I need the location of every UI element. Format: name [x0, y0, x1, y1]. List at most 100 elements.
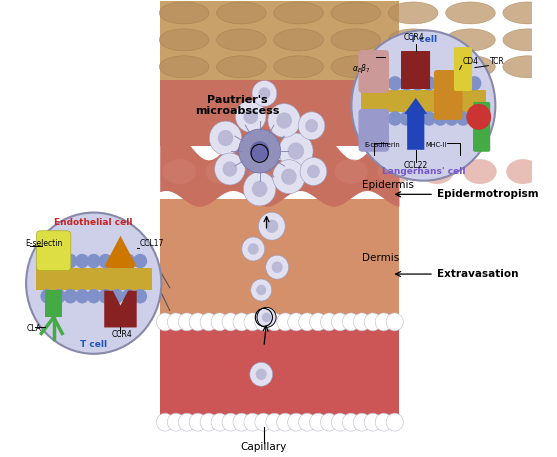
- Circle shape: [167, 313, 184, 331]
- Ellipse shape: [506, 159, 540, 184]
- Circle shape: [244, 313, 261, 331]
- Ellipse shape: [388, 2, 438, 24]
- Circle shape: [26, 213, 162, 354]
- Circle shape: [157, 413, 174, 431]
- Ellipse shape: [163, 159, 196, 184]
- Circle shape: [364, 413, 382, 431]
- Bar: [107, 260, 134, 268]
- Circle shape: [236, 101, 266, 133]
- Circle shape: [331, 413, 349, 431]
- Circle shape: [256, 285, 266, 295]
- Circle shape: [242, 237, 265, 261]
- Bar: [160, 1, 399, 83]
- Circle shape: [364, 313, 382, 331]
- Circle shape: [251, 279, 272, 301]
- Circle shape: [353, 313, 370, 331]
- Circle shape: [467, 112, 481, 126]
- Circle shape: [40, 289, 54, 303]
- Circle shape: [445, 112, 459, 126]
- Circle shape: [281, 169, 297, 185]
- Circle shape: [252, 80, 277, 106]
- Circle shape: [305, 119, 318, 133]
- Polygon shape: [402, 51, 430, 89]
- Ellipse shape: [331, 29, 380, 51]
- Text: Dermis: Dermis: [362, 253, 399, 263]
- Ellipse shape: [549, 159, 557, 184]
- Circle shape: [388, 76, 402, 90]
- Circle shape: [110, 289, 124, 303]
- Text: TCR: TCR: [490, 57, 505, 66]
- Circle shape: [87, 289, 101, 303]
- Circle shape: [266, 313, 283, 331]
- Ellipse shape: [274, 29, 324, 51]
- Circle shape: [287, 143, 304, 159]
- Circle shape: [250, 362, 273, 386]
- FancyBboxPatch shape: [36, 231, 71, 271]
- Text: E-selectin: E-selectin: [25, 239, 62, 248]
- Circle shape: [433, 76, 447, 90]
- Circle shape: [222, 413, 239, 431]
- Text: Capillary: Capillary: [241, 442, 287, 452]
- Text: CD4: CD4: [462, 57, 478, 66]
- Circle shape: [40, 254, 54, 268]
- Text: E-cadherin: E-cadherin: [364, 143, 400, 149]
- Circle shape: [386, 313, 403, 331]
- Circle shape: [266, 255, 289, 279]
- Circle shape: [411, 76, 424, 90]
- Circle shape: [422, 76, 436, 90]
- Circle shape: [233, 313, 250, 331]
- Ellipse shape: [446, 56, 495, 78]
- Text: Pautrier's
microabscess: Pautrier's microabscess: [195, 95, 280, 116]
- Circle shape: [388, 112, 402, 126]
- Polygon shape: [160, 133, 399, 207]
- Circle shape: [63, 289, 77, 303]
- Circle shape: [278, 133, 313, 169]
- Ellipse shape: [206, 159, 239, 184]
- Circle shape: [399, 112, 413, 126]
- Circle shape: [157, 313, 174, 331]
- Circle shape: [276, 112, 292, 128]
- Circle shape: [63, 254, 77, 268]
- Circle shape: [255, 313, 272, 331]
- Ellipse shape: [331, 56, 380, 78]
- Circle shape: [310, 413, 327, 431]
- Ellipse shape: [446, 2, 495, 24]
- Ellipse shape: [503, 2, 553, 24]
- Circle shape: [252, 181, 267, 197]
- Circle shape: [433, 112, 447, 126]
- Ellipse shape: [274, 56, 324, 78]
- Bar: [36, 268, 152, 279]
- Circle shape: [299, 413, 316, 431]
- Text: CLA: CLA: [27, 324, 42, 334]
- Circle shape: [200, 413, 217, 431]
- Circle shape: [250, 141, 269, 161]
- Circle shape: [331, 313, 349, 331]
- Ellipse shape: [331, 2, 380, 24]
- Circle shape: [243, 109, 258, 124]
- Ellipse shape: [291, 159, 325, 184]
- Circle shape: [99, 289, 113, 303]
- Ellipse shape: [159, 56, 209, 78]
- Circle shape: [351, 30, 495, 181]
- Circle shape: [211, 413, 228, 431]
- Bar: [361, 101, 486, 112]
- Text: $\alpha_E\beta_7$: $\alpha_E\beta_7$: [352, 62, 370, 74]
- Circle shape: [209, 121, 242, 155]
- Ellipse shape: [446, 29, 495, 51]
- Circle shape: [343, 313, 359, 331]
- Circle shape: [256, 368, 267, 380]
- Circle shape: [52, 289, 66, 303]
- Circle shape: [258, 87, 270, 100]
- Circle shape: [268, 104, 300, 138]
- Circle shape: [277, 313, 294, 331]
- FancyBboxPatch shape: [359, 50, 389, 93]
- Circle shape: [133, 254, 147, 268]
- FancyBboxPatch shape: [402, 51, 430, 89]
- Text: Extravasation: Extravasation: [437, 269, 518, 279]
- Circle shape: [287, 313, 305, 331]
- Circle shape: [298, 112, 325, 140]
- Ellipse shape: [217, 29, 266, 51]
- Bar: [361, 90, 486, 101]
- Circle shape: [133, 289, 147, 303]
- Ellipse shape: [388, 29, 438, 51]
